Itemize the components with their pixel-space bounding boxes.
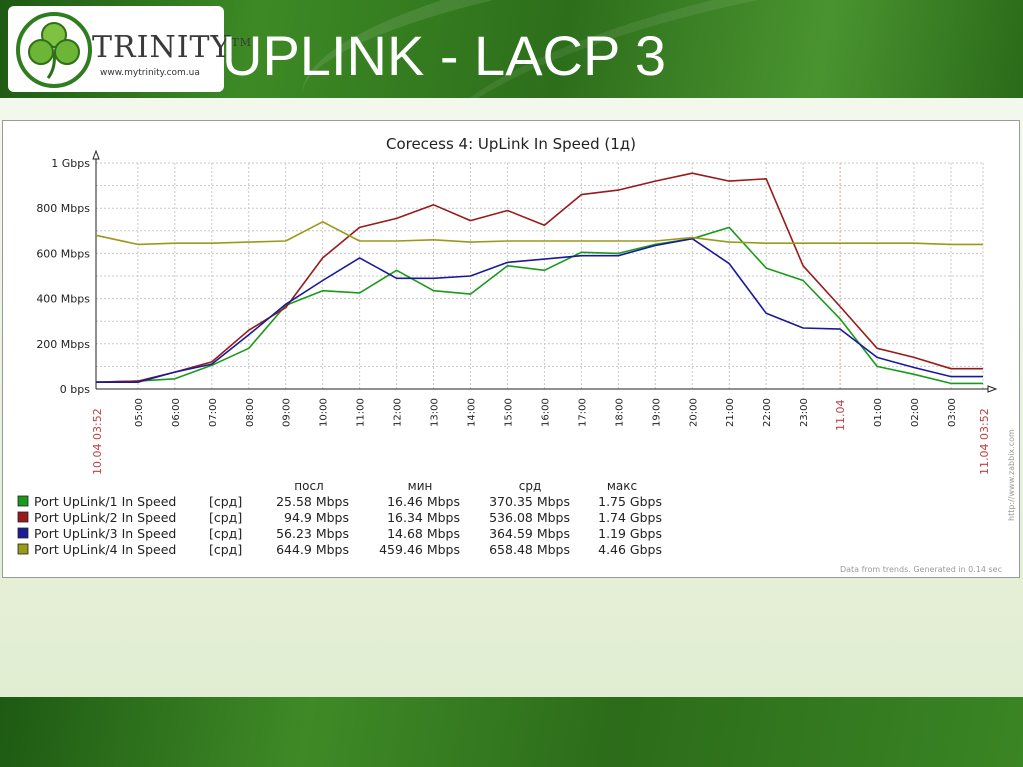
x-tick-label: 20:00 <box>688 398 699 427</box>
x-tick-label: 16:00 <box>540 398 551 427</box>
legend-column-header: макс <box>607 479 637 493</box>
clover-icon <box>16 12 92 88</box>
legend-value-max: 1.19 Gbps <box>598 526 662 541</box>
y-tick-label: 200 Mbps <box>36 338 90 351</box>
legend-value-min: 459.46 Mbps <box>379 542 460 557</box>
line-chart: Corecess 4: UpLink In Speed (1д) 0 bps 20… <box>17 135 1016 574</box>
y-tick-label: 1 Gbps <box>51 157 90 170</box>
legend-column-header: срд <box>519 479 542 493</box>
legend-value-min: 14.68 Mbps <box>387 526 460 541</box>
chart-panel: Corecess 4: UpLink In Speed (1д) 0 bps 20… <box>2 120 1020 578</box>
legend-swatch <box>17 511 29 523</box>
logo-url: www.mytrinity.com.ua <box>100 68 200 78</box>
series-line-1 <box>95 226 983 385</box>
legend-series-tag: [срд] <box>209 494 242 509</box>
x-tick-label: 01:00 <box>873 398 884 427</box>
legend-swatch <box>17 543 29 555</box>
x-tick-label: 07:00 <box>208 398 219 427</box>
x-tick-label: 15:00 <box>503 398 514 427</box>
x-tick-label: 21:00 <box>725 398 736 427</box>
series-line-2 <box>95 172 983 383</box>
legend-value-max: 4.46 Gbps <box>598 542 662 557</box>
x-tick-label: 09:00 <box>282 398 293 427</box>
legend-value-last: 94.9 Mbps <box>284 510 349 525</box>
legend-value-max: 1.75 Gbps <box>598 494 662 509</box>
x-tick-label: 13:00 <box>430 398 441 427</box>
legend-value-avg: 536.08 Mbps <box>489 510 570 525</box>
x-tick-label: 14:00 <box>467 398 478 427</box>
x-tick-label: 18:00 <box>614 398 625 427</box>
page-title: UPLINK - LACP 3 <box>222 24 667 87</box>
logo: TRINITYTM www.mytrinity.com.ua <box>8 6 251 92</box>
x-tick-label: 17:00 <box>577 398 588 427</box>
legend-series-name: Port UpLink/3 In Speed <box>34 526 176 541</box>
x-tick-label: 11:00 <box>356 398 367 427</box>
x-tick-label: 19:00 <box>651 398 662 427</box>
trademark-mark: TM <box>231 36 252 49</box>
legend-value-min: 16.34 Mbps <box>387 510 460 525</box>
logo-wordmark: TRINITYTM <box>92 30 252 65</box>
x-date-label: 11.04 <box>834 400 847 432</box>
x-date-label: 10.04 03:52 <box>91 408 104 475</box>
legend-value-last: 644.9 Mbps <box>276 542 349 557</box>
x-tick-label: 22:00 <box>762 398 773 427</box>
grid <box>96 162 984 390</box>
y-axis-arrow <box>92 149 100 160</box>
y-tick-label: 600 Mbps <box>36 247 90 260</box>
legend-value-min: 16.46 Mbps <box>387 494 460 509</box>
y-tick-label: 400 Mbps <box>36 293 90 306</box>
x-tick-label: 05:00 <box>134 398 145 427</box>
legend-swatch <box>17 495 29 507</box>
legend-column-header: посл <box>294 479 323 493</box>
legend-value-avg: 364.59 Mbps <box>489 526 570 541</box>
x-tick-label: 02:00 <box>910 398 921 427</box>
legend-series-name: Port UpLink/1 In Speed <box>34 494 176 509</box>
axes: 0 bps 200 Mbps 400 Mbps 600 Mbps 800 Mbps 1 G… <box>36 149 998 475</box>
legend-swatch <box>17 527 29 539</box>
slide-header: TRINITYTM www.mytrinity.com.ua UPLINK - … <box>0 0 1023 98</box>
legend-series-tag: [срд] <box>209 542 242 557</box>
legend-series-name: Port UpLink/4 In Speed <box>34 542 176 557</box>
legend-series-tag: [срд] <box>209 510 242 525</box>
x-date-label: 11.04 03:52 <box>978 408 991 475</box>
x-tick-label: 10:00 <box>319 398 330 427</box>
watermark: http://www.zabbix.com <box>1007 429 1016 521</box>
series-lines <box>95 172 983 385</box>
x-tick-label: 23:00 <box>799 398 810 427</box>
legend-value-last: 56.23 Mbps <box>276 526 349 541</box>
chart-title: Corecess 4: UpLink In Speed (1д) <box>386 135 636 153</box>
x-tick-label: 03:00 <box>947 398 958 427</box>
y-tick-label: 0 bps <box>60 383 90 396</box>
x-axis-arrow <box>987 385 998 393</box>
generation-note: Data from trends. Generated in 0.14 sec <box>840 565 1002 574</box>
legend-value-max: 1.74 Gbps <box>598 510 662 525</box>
legend: посл мин срд макс Port UpLink/1 In Speed [срд… <box>17 479 662 557</box>
legend-series-tag: [срд] <box>209 526 242 541</box>
legend-column-header: мин <box>408 479 433 493</box>
x-tick-label: 08:00 <box>245 398 256 427</box>
y-tick-label: 800 Mbps <box>36 202 90 215</box>
legend-value-avg: 370.35 Mbps <box>489 494 570 509</box>
slide-footer <box>0 697 1023 767</box>
legend-series-name: Port UpLink/2 In Speed <box>34 510 176 525</box>
legend-value-last: 25.58 Mbps <box>276 494 349 509</box>
series-line-4 <box>95 221 983 246</box>
series-line-3 <box>96 237 983 384</box>
x-tick-label: 06:00 <box>171 398 182 427</box>
legend-value-avg: 658.48 Mbps <box>489 542 570 557</box>
x-tick-label: 12:00 <box>393 398 404 427</box>
